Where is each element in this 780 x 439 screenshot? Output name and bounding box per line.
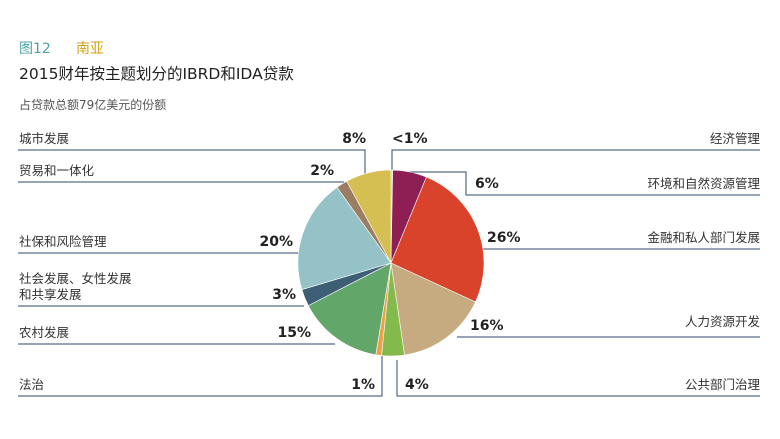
chart-subtitle: 占贷款总额79亿美元的份额: [19, 98, 167, 112]
figure-region: 南亚: [76, 41, 104, 57]
pct-trade-integration: 2%: [310, 163, 334, 179]
pie-slice-2: [390, 176, 485, 303]
pie-slice-3: [390, 262, 476, 356]
label-public-sector-governance: 公共部门治理: [684, 377, 760, 392]
label-rural-development: 农村发展: [19, 325, 70, 340]
leader-line-public-sector: [396, 360, 760, 397]
label-finance-private-sector: 金融和私人部门发展: [647, 230, 760, 245]
pct-finance-private-sector: 26%: [487, 230, 521, 246]
pct-human-development: 16%: [470, 318, 504, 334]
label-human-development: 人力资源开发: [684, 314, 760, 329]
pct-public-sector-governance: 4%: [405, 377, 429, 393]
label-trade-integration: 贸易和一体化: [19, 163, 95, 178]
label-social-protection: 社保和风险管理: [19, 234, 107, 249]
chart-title: 2015财年按主题划分的IBRD和IDA贷款: [19, 65, 294, 83]
pct-rule-of-law: 1%: [351, 377, 375, 393]
pct-economic-management: <1%: [392, 131, 428, 147]
leader-line-environment: [408, 171, 760, 196]
label-social-development-line1: 社会发展、女性发展: [19, 271, 132, 286]
leader-line-rule-of-law: [18, 356, 383, 397]
pct-rural-development: 15%: [277, 325, 311, 341]
leader-line-econ-mgmt: [391, 149, 760, 178]
label-economic-management: 经济管理: [709, 131, 760, 146]
label-rule-of-law: 法治: [19, 377, 45, 392]
label-social-development-line2: 和共享发展: [19, 287, 82, 302]
pie-slice-8: [297, 186, 392, 290]
pct-urban-development: 8%: [342, 131, 366, 147]
pct-environment: 6%: [475, 176, 499, 192]
pie-slice-6: [307, 262, 392, 356]
figure-number: 图12: [19, 41, 51, 57]
label-environment: 环境和自然资源管理: [647, 176, 760, 191]
pct-social-protection: 20%: [259, 234, 293, 250]
label-urban-development: 城市发展: [19, 131, 70, 146]
pct-social-development: 3%: [272, 287, 296, 303]
pie-slice-10: [346, 169, 392, 264]
